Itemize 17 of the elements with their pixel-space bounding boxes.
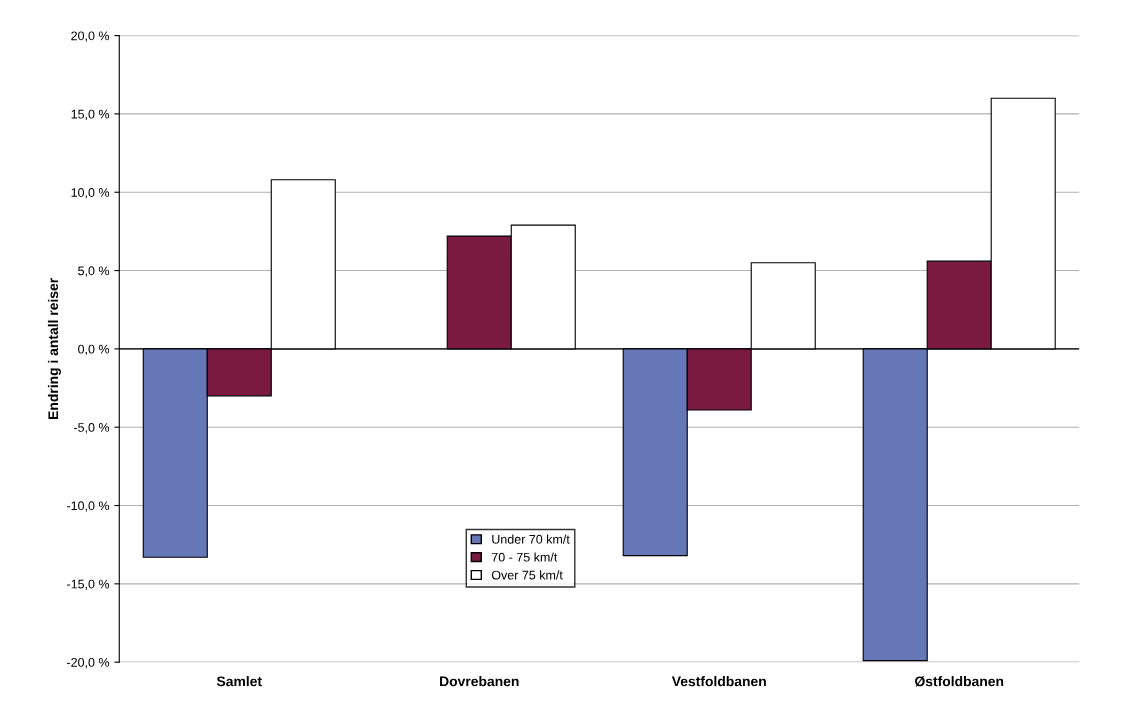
y-tick-label: -10,0 % — [67, 501, 110, 512]
legend-label: Over 75 km/t — [491, 570, 563, 580]
y-tick-label: 10,0 % — [71, 188, 110, 199]
y-axis-title: Endring i antall reiser — [47, 278, 61, 419]
y-tick-label: 5,0 % — [78, 266, 110, 277]
y-tick-label: 0,0 % — [78, 344, 110, 356]
y-tick-label: 20,0 % — [71, 31, 110, 42]
x-tick-label: Vestfoldbanen — [671, 676, 766, 687]
x-tick-label: Dovrebanen — [440, 676, 519, 687]
x-tick-label: Samlet — [216, 676, 262, 687]
legend-label: 70 - 75 km/t — [491, 552, 558, 562]
y-tick-label: -15,0 % — [67, 579, 110, 590]
y-tick-label: -5,0 % — [73, 423, 110, 434]
y-tick-label: 15,0 % — [71, 109, 110, 121]
x-tick-label: Østfoldbanen — [915, 676, 1004, 687]
y-tick-label: -20,0 % — [67, 657, 110, 669]
legend-label: Under 70 km/t — [492, 534, 570, 544]
